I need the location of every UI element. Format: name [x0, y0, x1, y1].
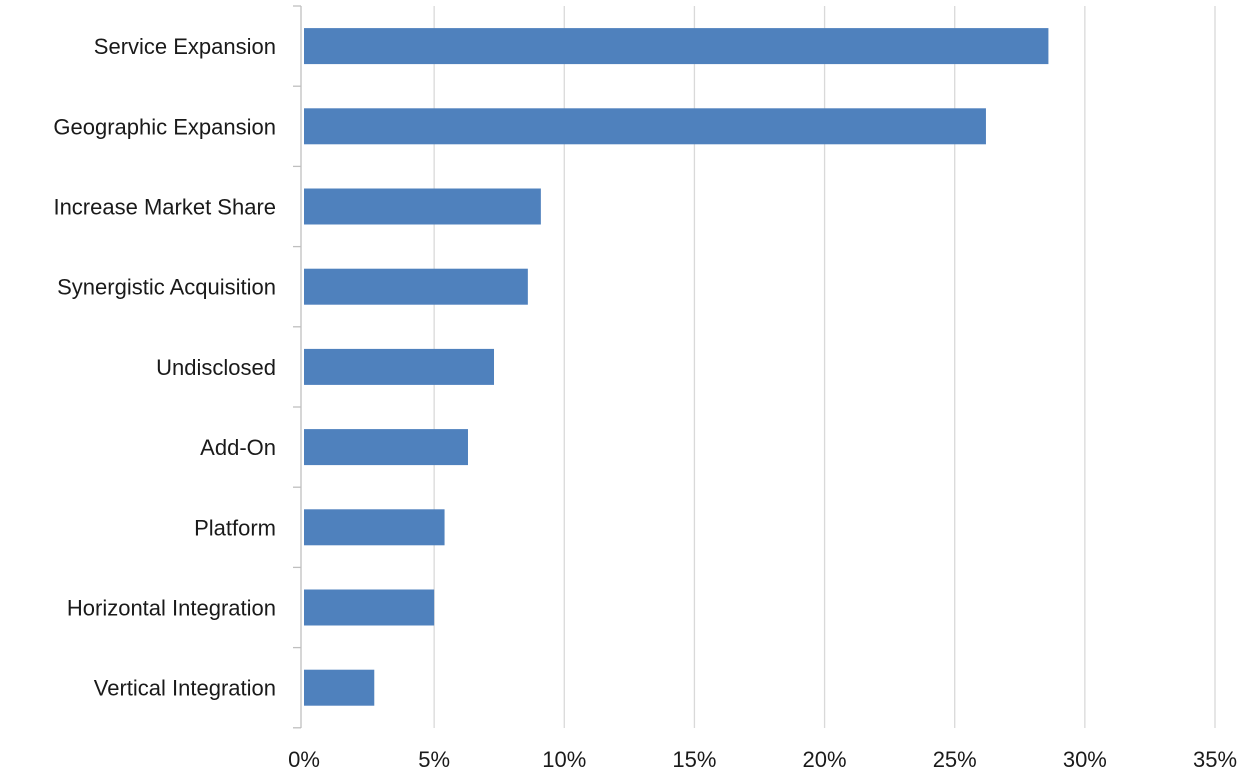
bar	[304, 108, 986, 145]
category-label: Vertical Integration	[94, 676, 276, 701]
x-tick-label: 30%	[1063, 747, 1107, 772]
category-label: Geographic Expansion	[53, 114, 276, 139]
category-label: Horizontal Integration	[67, 596, 276, 621]
category-label: Service Expansion	[94, 34, 276, 59]
category-label: Platform	[194, 515, 276, 540]
x-tick-label: 20%	[803, 747, 847, 772]
y-axis	[293, 5, 302, 729]
x-tick-label: 5%	[418, 747, 450, 772]
x-tick-label: 15%	[672, 747, 716, 772]
bar	[304, 509, 445, 546]
category-label: Synergistic Acquisition	[57, 275, 276, 300]
bar	[304, 188, 541, 225]
x-tick-labels: 0% 5% 10% 15% 20% 25% 30% 35%	[288, 747, 1237, 772]
category-label: Undisclosed	[156, 355, 276, 380]
bar	[304, 348, 495, 385]
bar	[304, 268, 528, 305]
bar	[304, 28, 1049, 65]
category-label: Increase Market Share	[53, 195, 276, 220]
bar	[304, 589, 435, 626]
bar	[304, 429, 468, 466]
category-labels: Service Expansion Geographic Expansion Inc…	[53, 34, 276, 701]
x-tick-label: 35%	[1193, 747, 1237, 772]
x-tick-label: 10%	[542, 747, 586, 772]
category-label: Add-On	[200, 435, 276, 460]
bars	[304, 28, 1049, 706]
x-tick-label: 0%	[288, 747, 320, 772]
bar	[304, 669, 375, 706]
x-tick-label: 25%	[933, 747, 977, 772]
